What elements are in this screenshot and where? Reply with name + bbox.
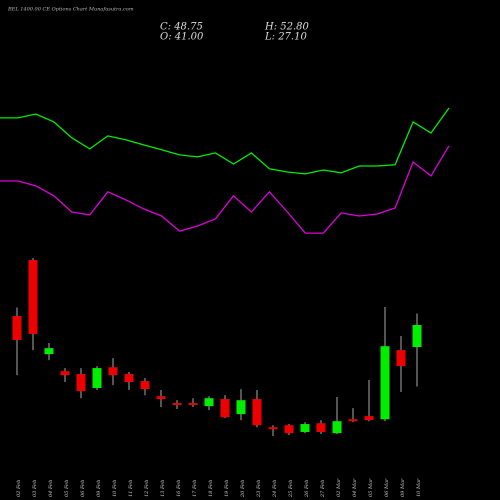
candle-body — [156, 396, 166, 400]
candle-body — [284, 425, 294, 434]
candle-body — [188, 403, 198, 406]
candle-body — [28, 260, 38, 334]
candle-body — [252, 399, 262, 426]
x-tick-label: 05 Mar — [368, 478, 374, 497]
x-tick-label: 09 Mar — [400, 478, 406, 497]
x-tick-label: 19 Feb — [224, 480, 230, 497]
low-label: L: 27.10 — [264, 32, 307, 43]
candle-body — [92, 368, 102, 388]
x-tick-label: 02 Feb — [16, 480, 22, 497]
candle-body — [348, 419, 358, 422]
chart-title: BEL 1400.00 CE Options Chart Munafasutra… — [7, 7, 134, 13]
x-tick-label: 04 Mar — [352, 478, 358, 497]
x-tick-label: 02 Mar — [336, 478, 342, 497]
high-label: H: 52.80 — [264, 22, 310, 33]
x-tick-label: 20 Feb — [240, 480, 246, 498]
x-tick-label: 25 Feb — [288, 480, 294, 498]
x-tick-label: 18 Feb — [208, 480, 214, 497]
candle-body — [44, 348, 54, 355]
candle-body — [60, 371, 70, 376]
candle-body — [140, 381, 150, 390]
x-tick-label: 26 Feb — [304, 480, 310, 498]
candle-body — [236, 400, 246, 415]
x-tick-label: 16 Feb — [176, 480, 182, 497]
x-tick-label: 10 Feb — [112, 480, 118, 497]
x-tick-label: 13 Feb — [160, 480, 166, 497]
candle-body — [396, 350, 406, 367]
open-label: O: 41.00 — [160, 32, 204, 43]
x-tick-label: 10 Mar — [416, 478, 422, 497]
candle-body — [412, 325, 422, 348]
candle-body — [76, 374, 86, 392]
candle-body — [172, 403, 182, 406]
candle-body — [364, 416, 374, 421]
x-tick-label: 12 Feb — [144, 480, 150, 497]
indicator-line — [0, 107, 450, 175]
candle-body — [108, 367, 118, 376]
candle-body — [124, 374, 134, 382]
candle-body — [220, 399, 230, 418]
candle-body — [380, 346, 390, 420]
candle-body — [332, 421, 342, 434]
close-label: C: 48.75 — [160, 22, 203, 33]
candle-body — [12, 316, 22, 340]
candle-body — [316, 423, 326, 433]
x-tick-label: 03 Feb — [32, 480, 38, 497]
x-tick-label: 27 Feb — [320, 480, 326, 498]
x-tick-label: 17 Feb — [192, 480, 198, 497]
x-tick-label: 24 Feb — [272, 480, 278, 498]
x-tick-label: 05 Feb — [64, 480, 70, 497]
candle-body — [204, 398, 214, 407]
candle-body — [300, 424, 310, 433]
x-tick-label: 06 Feb — [80, 480, 86, 497]
candle-body — [268, 427, 278, 430]
indicator-line — [0, 145, 450, 234]
x-tick-label: 06 Mar — [384, 478, 390, 497]
x-tick-label: 23 Feb — [256, 480, 262, 498]
x-tick-label: 04 Feb — [48, 480, 54, 497]
x-tick-label: 09 Feb — [96, 480, 102, 497]
x-tick-label: 11 Feb — [128, 480, 134, 497]
